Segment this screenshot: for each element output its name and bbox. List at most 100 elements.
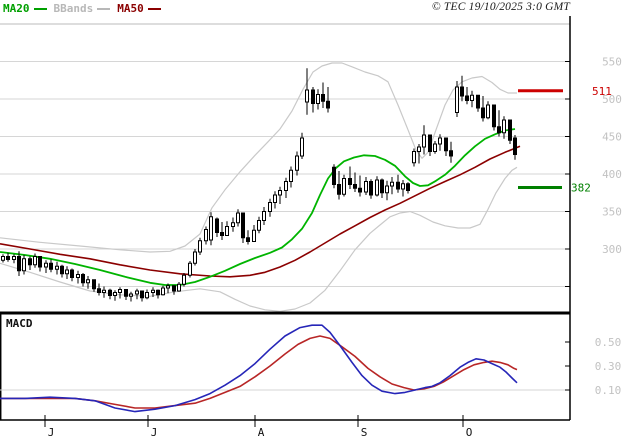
- candle-body: [38, 256, 42, 268]
- candle-body: [1, 256, 5, 261]
- candle-body: [284, 181, 288, 191]
- candle-body: [215, 218, 219, 233]
- candle-body: [364, 181, 368, 193]
- candle-body: [124, 289, 128, 297]
- candle-body: [102, 289, 106, 293]
- candle-body: [513, 137, 517, 155]
- candle-body: [348, 178, 352, 185]
- candle-body: [342, 178, 346, 195]
- candle-body: [305, 89, 309, 103]
- candle-body: [444, 137, 448, 152]
- candle-body: [422, 134, 426, 148]
- legend-swatch-ma50: [147, 7, 161, 10]
- macd-axis-label: 0.30: [595, 360, 622, 373]
- candle-body: [231, 222, 235, 227]
- candle-body: [135, 290, 139, 295]
- candle-body: [492, 104, 496, 128]
- candle-body: [33, 256, 37, 266]
- legend-item-ma50: MA50: [117, 2, 161, 15]
- candle-body: [140, 290, 144, 299]
- candle-body: [465, 95, 469, 101]
- level-label-511: 511: [592, 85, 612, 98]
- candle-body: [129, 293, 133, 297]
- candle-body: [470, 94, 474, 101]
- overlay-ma50: [0, 145, 521, 278]
- candle-body: [198, 240, 202, 253]
- candle-body: [278, 190, 282, 196]
- candle-body: [369, 181, 373, 196]
- candle-body: [508, 119, 512, 141]
- candle-body: [321, 94, 325, 102]
- price-axis-label: 450: [602, 131, 622, 144]
- candle-body: [262, 211, 266, 221]
- candle-body: [311, 89, 315, 104]
- legend-swatch-bbands: [97, 7, 111, 10]
- candle-body: [22, 258, 26, 272]
- month-label: O: [466, 426, 473, 439]
- legend-item-bbands: BBands: [54, 2, 111, 15]
- candle-body: [236, 212, 240, 224]
- candle-body: [108, 289, 112, 296]
- legend-label-ma50: MA50: [117, 2, 144, 15]
- macd-axis-label: 0.50: [595, 336, 622, 349]
- overlay-ma20: [0, 128, 516, 286]
- candle-body: [273, 194, 277, 203]
- candle-body: [166, 285, 170, 289]
- candle-body: [70, 269, 74, 278]
- candle-body: [433, 143, 437, 152]
- macd-axis-label: 0.10: [595, 384, 622, 397]
- candle-body: [6, 256, 10, 260]
- macd-panel-title: MACD: [6, 317, 33, 330]
- candle-body: [76, 274, 80, 278]
- candle-body: [438, 137, 442, 145]
- candle-body: [385, 185, 389, 194]
- candle-body: [252, 229, 256, 242]
- candle-body: [417, 146, 421, 152]
- candle-body: [300, 137, 304, 157]
- candle-body: [49, 262, 53, 270]
- candle-body: [177, 283, 181, 292]
- candle-body: [209, 216, 213, 241]
- macd-series-signal: [0, 335, 518, 409]
- candle-body: [246, 237, 250, 242]
- candle-body: [268, 202, 272, 212]
- candle-body: [375, 179, 379, 196]
- legend-label-bbands: BBands: [53, 2, 94, 15]
- candle-body: [55, 265, 59, 270]
- candle-body: [353, 184, 357, 189]
- candle-body: [118, 289, 122, 293]
- candle-body: [161, 287, 165, 296]
- legend-item-ma20: MA20: [3, 2, 47, 15]
- candle-body: [12, 256, 16, 260]
- candle-body: [486, 104, 490, 119]
- candle-body: [460, 86, 464, 97]
- candle-body: [316, 94, 320, 104]
- candle-body: [295, 155, 299, 171]
- candle-body: [497, 126, 501, 134]
- candle-body: [289, 169, 293, 182]
- month-label: J: [48, 426, 55, 439]
- candle-body: [241, 212, 245, 239]
- macd-series-macd: [0, 324, 518, 413]
- candle-body: [225, 226, 229, 236]
- month-label: S: [361, 426, 368, 439]
- candle-body: [337, 184, 341, 195]
- candle-body: [156, 289, 160, 296]
- legend: MA20 BBands MA50: [3, 2, 161, 15]
- candle-body: [151, 289, 155, 293]
- candle-body: [502, 119, 506, 134]
- candle-body: [326, 100, 330, 109]
- candle-body: [396, 181, 400, 190]
- candle-body: [92, 279, 96, 290]
- overlay-bb_upper: [0, 62, 517, 253]
- candle-body: [204, 229, 208, 242]
- level-label-382: 382: [571, 182, 591, 195]
- candle-body: [380, 179, 384, 194]
- candle-body: [449, 150, 453, 157]
- candle-body: [188, 262, 192, 276]
- copyright-text: © TEC 19/10/2025 3:0 GMT: [431, 1, 570, 13]
- candle-body: [60, 265, 64, 275]
- candle-body: [401, 183, 405, 190]
- price-axis-label: 400: [602, 168, 622, 181]
